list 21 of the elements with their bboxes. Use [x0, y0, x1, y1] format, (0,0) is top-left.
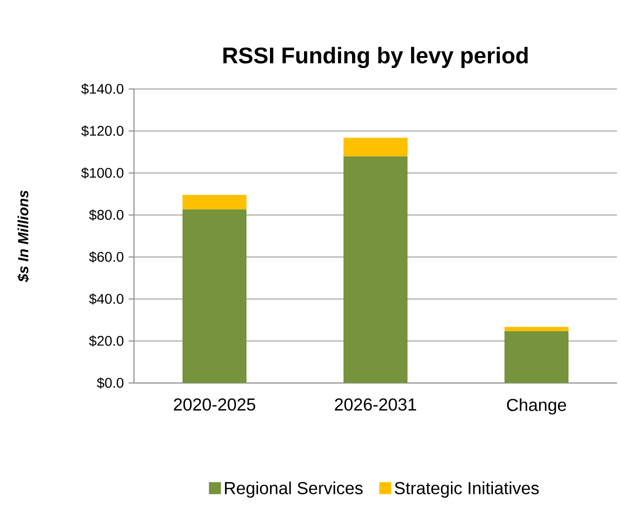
y-tick-label: $40.0: [89, 293, 124, 305]
y-tick-label: $80.0: [89, 209, 124, 221]
x-tick-label: 2026-2031: [334, 398, 416, 411]
bar: [182, 194, 246, 210]
legend-label: Strategic Initiatives: [394, 482, 539, 498]
x-tick-label: Change: [507, 398, 566, 415]
y-tick-label: $120.0: [81, 125, 124, 137]
y-tick-label: $140.0: [81, 83, 124, 95]
bar: [504, 331, 568, 383]
chart-title: RSSI Funding by levy period: [223, 46, 528, 68]
bar: [504, 326, 568, 332]
bar: [344, 138, 408, 156]
bar: [344, 156, 408, 383]
y-tick-label: $0.0: [96, 377, 124, 389]
y-axis-title: $s In Millions: [17, 190, 30, 282]
legend-label: Regional Services: [225, 482, 363, 498]
bar: [182, 209, 246, 383]
y-tick-label: $60.0: [89, 251, 124, 263]
x-tick-label: 2020-2025: [174, 398, 256, 411]
y-tick-label: $20.0: [89, 335, 124, 347]
y-tick-label: $100.0: [81, 167, 124, 179]
